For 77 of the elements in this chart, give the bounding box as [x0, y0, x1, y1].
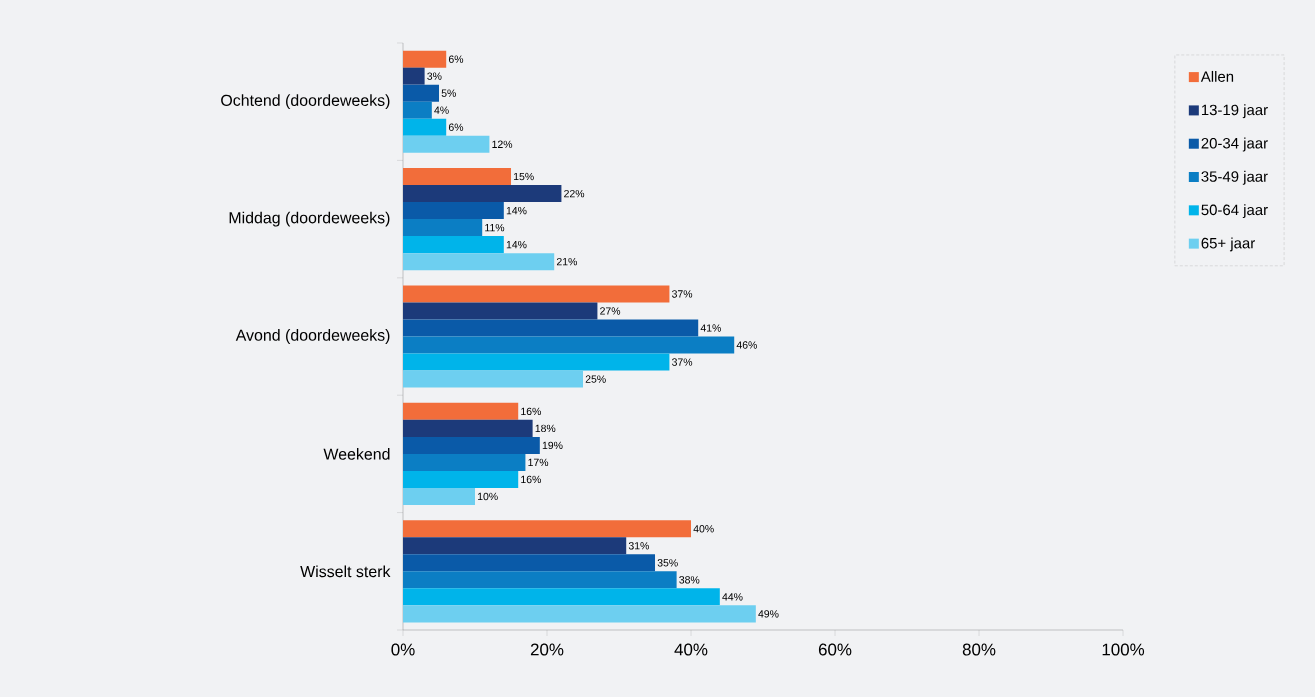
data-label: 38% [679, 576, 700, 584]
bar [403, 84, 440, 102]
bar [403, 605, 756, 623]
bar [403, 67, 425, 85]
data-label: 16% [521, 407, 541, 416]
data-label: 17% [528, 458, 549, 467]
bar [403, 101, 432, 119]
bar [403, 537, 627, 555]
x-tick-label: 100% [1102, 643, 1145, 656]
bar [403, 520, 692, 538]
data-label: 15% [514, 172, 534, 181]
data-label: 6% [448, 55, 464, 63]
data-label: 22% [564, 189, 585, 198]
data-label: 46% [736, 341, 757, 349]
data-label: 10% [478, 492, 498, 501]
bar [403, 571, 677, 589]
legend-label: 20-34 jaar [1201, 137, 1268, 152]
data-label: 4% [434, 106, 449, 114]
data-label: 37% [672, 358, 693, 366]
bar [403, 185, 562, 203]
data-label: 5% [441, 89, 456, 97]
legend-label: 13-19 jaar [1201, 104, 1268, 119]
y-tick-label: Weekend [323, 448, 390, 460]
data-label: 6% [448, 123, 464, 131]
bar [403, 554, 656, 572]
y-tick-label: Avond (doordeweeks) [235, 329, 390, 344]
legend-label: Allen [1200, 70, 1234, 82]
x-tick-label: 80% [962, 643, 996, 656]
data-label: 11% [485, 223, 505, 232]
bar [403, 135, 490, 153]
data-label: 31% [628, 542, 649, 550]
data-label: 21% [556, 257, 577, 266]
data-label: 27% [600, 307, 621, 315]
data-label: 18% [535, 424, 556, 433]
bar [403, 236, 504, 254]
bar [403, 436, 540, 454]
x-tick-label: 20% [530, 643, 564, 656]
bar [403, 50, 447, 68]
legend-label: 50-64 jaar [1201, 204, 1268, 219]
bar [403, 588, 720, 606]
bar [403, 285, 670, 303]
bar [403, 253, 555, 271]
data-label: 37% [672, 290, 693, 298]
bar [403, 353, 670, 371]
bar [403, 453, 526, 471]
data-label: 12% [492, 140, 513, 148]
y-tick-label: Ochtend (doordeweeks) [221, 94, 390, 110]
bar [403, 336, 735, 354]
y-tick-label: Wisselt sterk [300, 565, 391, 578]
data-label: 16% [521, 475, 541, 484]
bar [403, 487, 476, 505]
bar [403, 168, 512, 186]
bar [403, 470, 519, 488]
data-label: 19% [542, 441, 563, 450]
x-tick-label: 40% [674, 643, 708, 656]
data-label: 41% [700, 324, 721, 332]
y-tick-label: Middag (doordeweeks) [229, 211, 390, 227]
data-label: 35% [657, 559, 678, 567]
bar [403, 402, 519, 420]
x-tick-label: 60% [818, 643, 852, 656]
data-label: 25% [585, 375, 606, 383]
data-label: 3% [427, 72, 442, 80]
bar [403, 419, 533, 437]
x-tick-label: 0% [391, 643, 415, 656]
bar [403, 319, 699, 337]
bar [403, 118, 447, 136]
data-label: 44% [722, 593, 743, 601]
data-label: 49% [758, 610, 779, 618]
data-label: 40% [693, 525, 714, 533]
legend-label: 35-49 jaar [1201, 170, 1268, 185]
legend-label: 65+ jaar [1201, 237, 1255, 252]
bar [403, 302, 598, 320]
bar [403, 202, 504, 220]
data-label: 14% [506, 240, 527, 249]
data-label: 14% [506, 206, 527, 215]
bar [403, 219, 483, 237]
bar [403, 370, 584, 388]
